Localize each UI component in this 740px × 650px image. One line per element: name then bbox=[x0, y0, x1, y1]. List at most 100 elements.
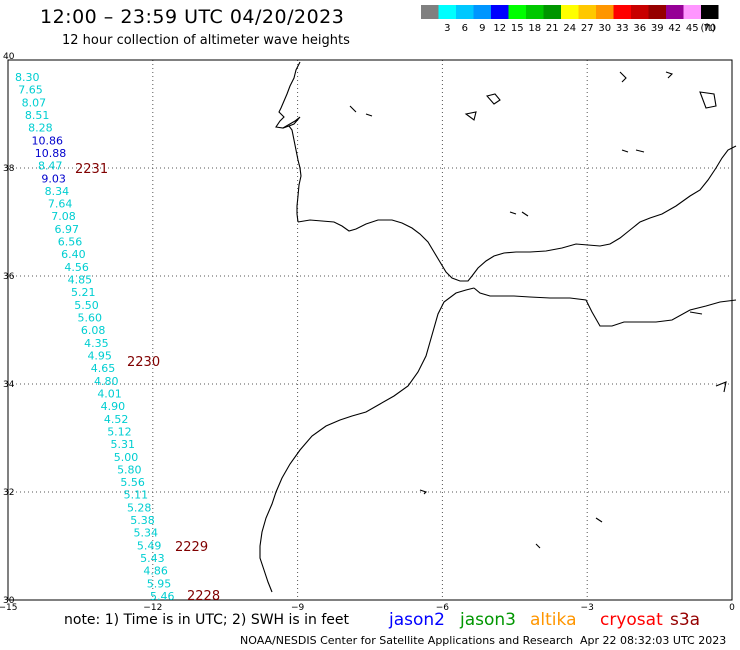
legend-swatch bbox=[701, 5, 719, 19]
satellite-track: 8.307.658.078.518.2810.8610.888.479.038.… bbox=[15, 71, 220, 604]
wave-height-value: 5.28 bbox=[127, 501, 152, 514]
legend-swatch bbox=[421, 5, 439, 19]
generated-timestamp: Apr 22 08:32:03 UTC 2023 bbox=[580, 634, 727, 647]
wave-height-value: 4.56 bbox=[64, 261, 89, 274]
wave-height-value: 4.52 bbox=[104, 413, 129, 426]
wave-height-value: 6.56 bbox=[58, 236, 83, 249]
wave-height-value: 6.08 bbox=[81, 324, 106, 337]
graticule bbox=[8, 60, 732, 600]
wave-height-value: 10.88 bbox=[35, 147, 67, 160]
legend-label: 3 bbox=[444, 23, 450, 34]
legend-label: 15 bbox=[511, 23, 524, 34]
coastline-iberia-south bbox=[297, 145, 737, 282]
coastline-portugal bbox=[275, 61, 302, 223]
wave-height-value: 5.43 bbox=[140, 552, 165, 565]
y-tick-label: 38 bbox=[3, 164, 15, 174]
x-tick-label: −9 bbox=[291, 603, 305, 610]
island bbox=[419, 489, 428, 495]
x-tick-label: 0 bbox=[729, 603, 735, 610]
satellite-label-jason3: jason3 bbox=[460, 610, 516, 630]
legend-label: 27 bbox=[581, 23, 594, 34]
legend-swatch bbox=[543, 5, 561, 19]
island bbox=[619, 71, 627, 83]
wave-height-value: 8.47 bbox=[38, 160, 63, 173]
legend-label: 39 bbox=[651, 23, 664, 34]
x-tick-label: −15 bbox=[0, 603, 18, 610]
x-tick-label: −6 bbox=[436, 603, 450, 610]
island bbox=[521, 211, 529, 217]
wave-height-value: 5.12 bbox=[107, 425, 132, 438]
footer-note: note: 1) Time is in UTC; 2) SWH is in fe… bbox=[64, 612, 350, 628]
wave-height-value: 8.34 bbox=[45, 185, 70, 198]
legend-unit: (ft) bbox=[701, 23, 716, 34]
satellite-label-altika: altika bbox=[530, 610, 577, 630]
y-tick-label: 36 bbox=[3, 272, 15, 282]
y-tick-label: 40 bbox=[3, 52, 15, 62]
wave-height-value: 8.30 bbox=[15, 71, 40, 84]
wave-height-value: 5.34 bbox=[134, 527, 159, 540]
wave-height-value: 5.80 bbox=[117, 463, 142, 476]
time-mark: 2231 bbox=[75, 162, 108, 177]
legend-label: 9 bbox=[479, 23, 485, 34]
wave-height-value: 5.31 bbox=[110, 438, 135, 451]
legend-label: 45 bbox=[686, 23, 699, 34]
y-tick-label: 34 bbox=[3, 380, 15, 390]
time-mark: 2228 bbox=[187, 589, 220, 604]
legend-label: 36 bbox=[633, 23, 646, 34]
wave-height-value: 4.65 bbox=[91, 362, 116, 375]
legend-label: 30 bbox=[598, 23, 611, 34]
island bbox=[595, 517, 603, 523]
wave-height-value: 6.97 bbox=[55, 223, 79, 236]
island bbox=[699, 91, 717, 109]
map-subtitle: 12 hour collection of altimeter wave hei… bbox=[62, 33, 350, 48]
y-tick-label: 32 bbox=[3, 488, 14, 498]
island bbox=[665, 71, 674, 79]
legend-swatch bbox=[508, 5, 526, 19]
y-tick-label: 30 bbox=[3, 596, 15, 606]
wave-height-value: 9.03 bbox=[41, 172, 65, 185]
legend-label: 18 bbox=[528, 23, 541, 34]
time-mark: 2230 bbox=[127, 355, 160, 370]
map-frame bbox=[7, 59, 733, 601]
satellite-label-s3a: s3a bbox=[670, 610, 701, 630]
wave-height-value: 4.35 bbox=[84, 337, 109, 350]
legend-swatch bbox=[666, 5, 684, 19]
wave-height-value: 5.60 bbox=[78, 312, 103, 325]
wave-height-value: 4.85 bbox=[68, 274, 93, 287]
island bbox=[509, 211, 517, 215]
coastline-lisbon-estuary bbox=[282, 116, 301, 129]
legend-swatch bbox=[561, 5, 579, 19]
legend-label: 21 bbox=[546, 23, 559, 34]
legend-label: 12 bbox=[493, 23, 506, 34]
legend-swatch bbox=[596, 5, 614, 19]
color-legend: 3 6 9 12 15 18 21 24 27 30 33 36 39 42 45 70(ft) bbox=[421, 5, 719, 34]
wave-height-value: 8.51 bbox=[25, 109, 50, 122]
legend-swatch bbox=[456, 5, 474, 19]
legend-label: 24 bbox=[563, 23, 576, 34]
wave-height-value: 6.40 bbox=[61, 248, 86, 261]
legend-swatch bbox=[438, 5, 456, 19]
map-title: 12:00 – 23:59 UTC 04/20/2023 bbox=[40, 6, 345, 28]
island bbox=[535, 543, 541, 549]
legend-swatch bbox=[578, 5, 596, 19]
legend-swatch bbox=[491, 5, 509, 19]
wave-height-value: 8.07 bbox=[22, 96, 47, 109]
wave-height-value: 5.46 bbox=[150, 590, 175, 603]
credit-line: NOAA/NESDIS Center for Satellite Applica… bbox=[240, 634, 574, 647]
island bbox=[485, 93, 501, 105]
wave-height-value: 5.38 bbox=[130, 514, 155, 527]
legend-swatch bbox=[683, 5, 701, 19]
island bbox=[621, 149, 629, 153]
island bbox=[715, 381, 727, 393]
wave-height-value: 5.21 bbox=[71, 286, 96, 299]
wave-height-value: 5.56 bbox=[120, 476, 144, 489]
legend-swatch bbox=[473, 5, 491, 19]
satellite-label-cryosat: cryosat bbox=[600, 610, 663, 630]
wave-height-value: 7.65 bbox=[18, 84, 43, 97]
legend-swatch bbox=[631, 5, 649, 19]
legend-swatch bbox=[526, 5, 544, 19]
island bbox=[464, 111, 477, 121]
island bbox=[365, 113, 373, 117]
legend-label: 70 bbox=[703, 23, 716, 34]
